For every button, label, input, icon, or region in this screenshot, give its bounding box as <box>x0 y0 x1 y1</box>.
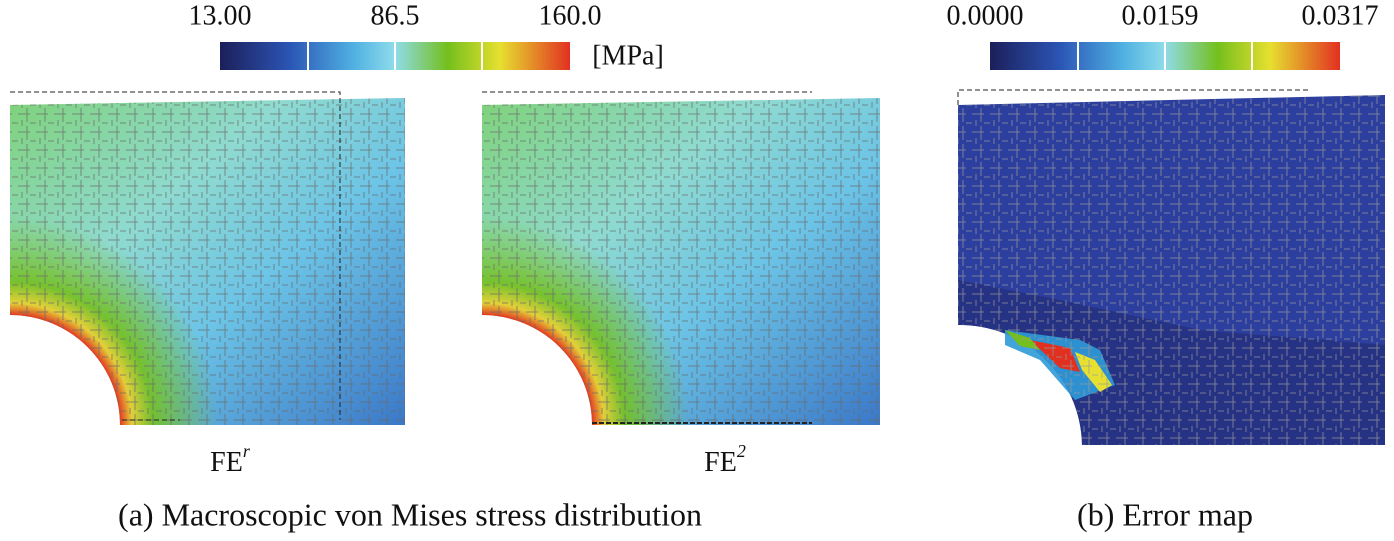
panel-label-sup: 2 <box>737 441 746 461</box>
colorbar-dividers <box>1077 42 1253 70</box>
stress-tick: 160.0 <box>539 0 602 31</box>
stress-tick: 86.5 <box>371 0 420 31</box>
stress-unit: [MPa] <box>592 40 664 71</box>
error-tick: 0.0000 <box>947 0 1024 31</box>
error-tick: 0.0159 <box>1122 0 1199 31</box>
error-tick: 0.0317 <box>1302 0 1379 31</box>
caption: (b) Error map <box>1077 496 1253 532</box>
panel-label-base: FE <box>210 447 243 478</box>
stress-panel <box>482 91 880 425</box>
panel-label: FE2 <box>704 441 746 478</box>
panel-label-sup: r <box>243 441 251 461</box>
stress-tick: 13.00 <box>189 0 252 31</box>
panel-label-base: FE <box>704 447 737 478</box>
colorbar-dividers <box>307 42 483 70</box>
panel-label: FEr <box>210 441 251 478</box>
error-panel <box>957 89 1385 445</box>
stress-panel <box>10 91 405 425</box>
caption: (a) Macroscopic von Mises stress distrib… <box>118 496 702 532</box>
